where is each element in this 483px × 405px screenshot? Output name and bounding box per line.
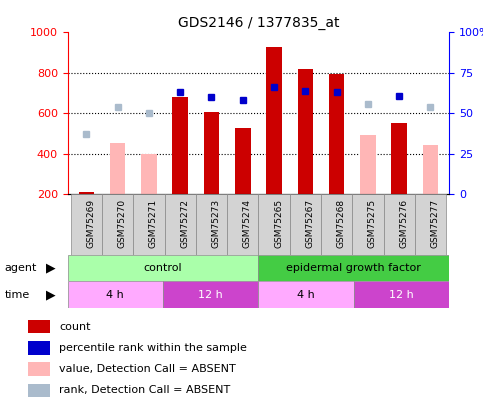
Bar xyxy=(227,194,258,255)
Text: GSM75268: GSM75268 xyxy=(337,199,346,248)
Bar xyxy=(172,97,188,194)
Bar xyxy=(71,194,102,255)
Bar xyxy=(329,74,344,194)
Text: GSM75271: GSM75271 xyxy=(149,199,158,248)
Bar xyxy=(165,194,196,255)
Text: control: control xyxy=(144,263,182,273)
Bar xyxy=(391,122,407,194)
Text: count: count xyxy=(59,322,90,332)
Bar xyxy=(133,194,165,255)
Bar xyxy=(258,255,449,281)
Bar xyxy=(163,281,258,308)
Text: GSM75269: GSM75269 xyxy=(86,199,95,248)
Bar xyxy=(415,194,446,255)
Bar xyxy=(28,341,50,355)
Bar xyxy=(384,194,415,255)
Bar xyxy=(321,194,352,255)
Text: agent: agent xyxy=(5,263,37,273)
Text: GSM75267: GSM75267 xyxy=(305,199,314,248)
Bar xyxy=(423,145,438,194)
Bar xyxy=(28,320,50,333)
Text: 12 h: 12 h xyxy=(389,290,414,300)
Text: percentile rank within the sample: percentile rank within the sample xyxy=(59,343,247,353)
Bar xyxy=(28,384,50,397)
Bar xyxy=(68,255,258,281)
Title: GDS2146 / 1377835_at: GDS2146 / 1377835_at xyxy=(178,16,339,30)
Bar xyxy=(102,194,133,255)
Text: 4 h: 4 h xyxy=(106,290,124,300)
Text: time: time xyxy=(5,290,30,300)
Text: GSM75276: GSM75276 xyxy=(399,199,408,248)
Bar xyxy=(141,154,157,194)
Text: value, Detection Call = ABSENT: value, Detection Call = ABSENT xyxy=(59,364,236,374)
Text: ▶: ▶ xyxy=(46,288,56,301)
Bar xyxy=(68,281,163,308)
Bar xyxy=(290,194,321,255)
Bar xyxy=(235,128,251,194)
Bar xyxy=(258,194,290,255)
Text: GSM75270: GSM75270 xyxy=(118,199,127,248)
Bar xyxy=(79,192,94,194)
Text: GSM75273: GSM75273 xyxy=(212,199,221,248)
Bar xyxy=(110,143,126,194)
Text: 12 h: 12 h xyxy=(199,290,223,300)
Text: GSM75274: GSM75274 xyxy=(243,199,252,248)
Text: GSM75277: GSM75277 xyxy=(430,199,440,248)
Bar xyxy=(352,194,384,255)
Bar xyxy=(298,69,313,194)
Bar xyxy=(354,281,449,308)
Text: epidermal growth factor: epidermal growth factor xyxy=(286,263,421,273)
Text: GSM75272: GSM75272 xyxy=(180,199,189,248)
Bar xyxy=(196,194,227,255)
Bar xyxy=(204,112,219,194)
Text: GSM75275: GSM75275 xyxy=(368,199,377,248)
Bar xyxy=(266,47,282,194)
Bar xyxy=(360,134,376,194)
Bar xyxy=(258,281,354,308)
Text: ▶: ▶ xyxy=(46,262,56,275)
Text: GSM75265: GSM75265 xyxy=(274,199,283,248)
Bar xyxy=(28,362,50,376)
Text: 4 h: 4 h xyxy=(297,290,315,300)
Text: rank, Detection Call = ABSENT: rank, Detection Call = ABSENT xyxy=(59,385,230,395)
